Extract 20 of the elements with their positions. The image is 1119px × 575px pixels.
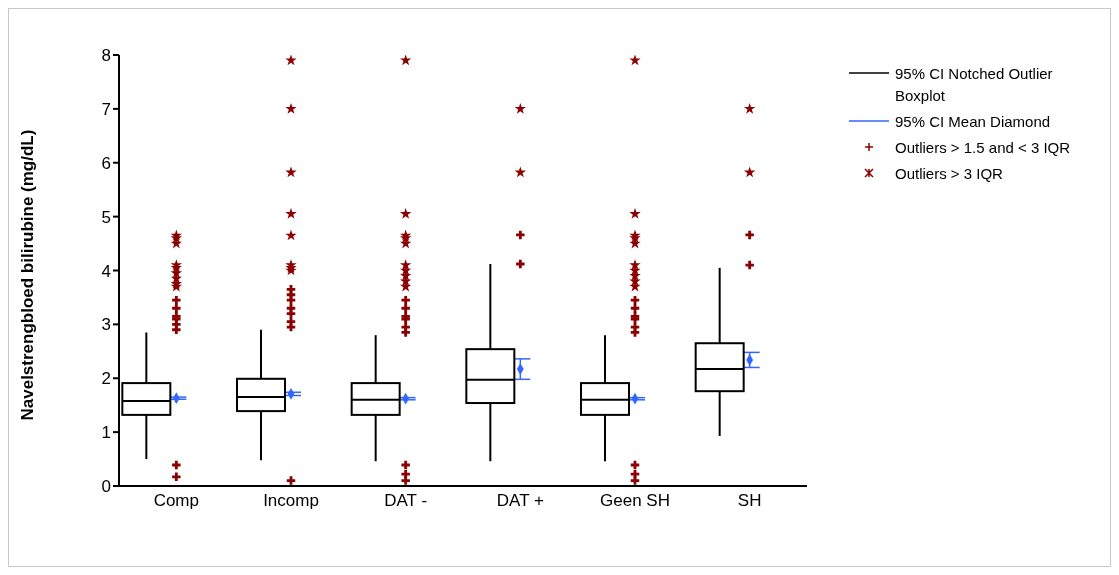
legend-label: 95% CI Mean Diamond — [895, 112, 1052, 132]
y-tick-label: 0 — [101, 477, 111, 497]
y-tick-label: 6 — [101, 153, 111, 173]
x-tick-label: DAT - — [384, 491, 428, 511]
legend-label: 95% CI Notched Outlier Boxplot — [895, 64, 1054, 106]
x-tick-label: Geen SH — [600, 491, 670, 511]
y-tick-label: 1 — [101, 423, 111, 443]
legend-label: Outliers > 1.5 and < 3 IQR — [895, 138, 1072, 158]
x-tick-label: SH — [737, 491, 762, 511]
y-tick-label: 7 — [101, 99, 111, 119]
x-tick-label: Incomp — [263, 491, 319, 511]
x-tick-label: Comp — [153, 491, 200, 511]
y-tick-label: 5 — [101, 207, 111, 227]
y-tick-label: 8 — [101, 46, 111, 66]
y-tick-label: 4 — [101, 261, 111, 281]
y-tick-label: 2 — [101, 369, 111, 389]
y-axis-title: Navelstrengbloed bilirubine (mg/dL) — [18, 129, 38, 421]
legend-label: Outliers > 3 IQR — [895, 164, 1004, 184]
x-tick-label: DAT + — [496, 491, 544, 511]
y-tick-label: 3 — [101, 315, 111, 335]
